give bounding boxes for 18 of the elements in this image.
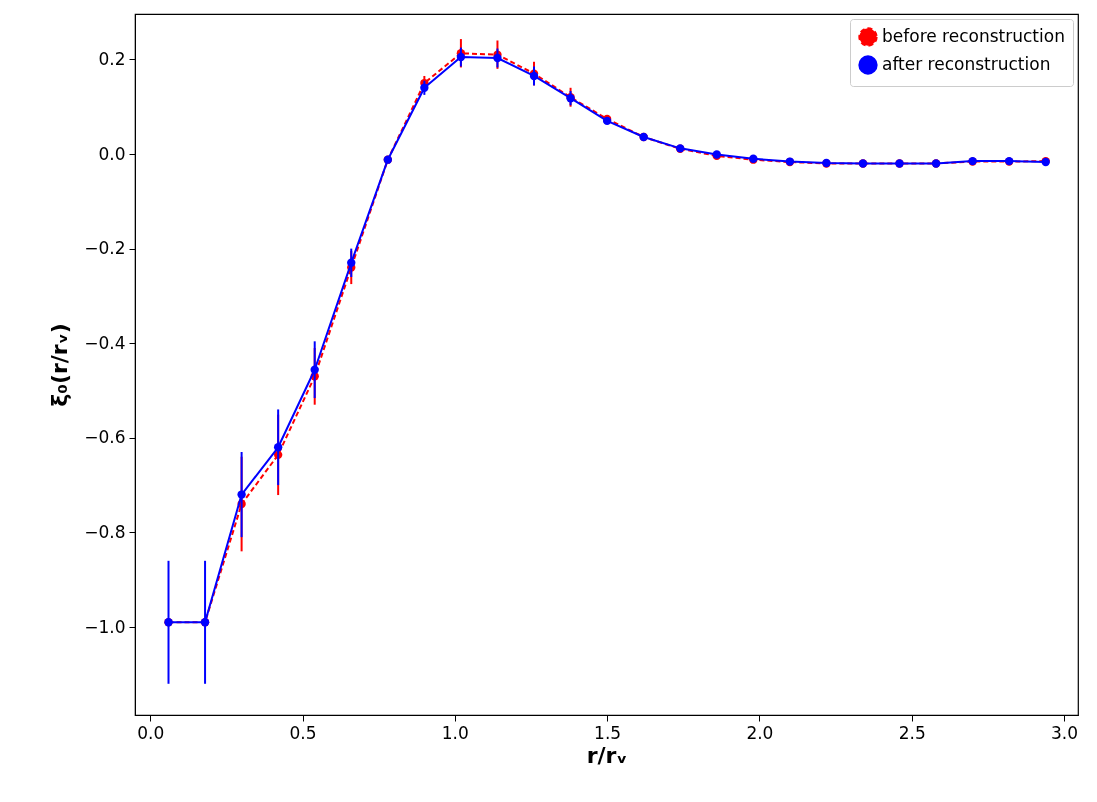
legend-label: after reconstruction	[882, 54, 1051, 74]
y-tick-label: −0.6	[84, 427, 126, 448]
x-tick-label: 2.5	[898, 722, 926, 743]
y-tick-label: 0.0	[98, 143, 126, 164]
x-tick-label: 2.0	[746, 722, 774, 743]
x-tick-label: 1.5	[594, 722, 622, 743]
y-tick-label: −0.2	[84, 238, 126, 259]
y-tick-label: −0.4	[84, 332, 126, 353]
legend-label: before reconstruction	[882, 26, 1065, 46]
x-axis-title: r/rᵥ	[586, 742, 628, 768]
y-axis-title: ξ₀(r/rᵥ)	[47, 323, 73, 407]
y-tick-label: −1.0	[84, 616, 126, 637]
x-tick-label: 1.0	[441, 722, 469, 743]
x-tick-label: 3.0	[1050, 722, 1079, 743]
x-tick-label: 0.0	[137, 722, 165, 743]
y-tick-label: −0.8	[84, 521, 126, 542]
y-tick-label: 0.2	[98, 48, 126, 69]
x-tick-label: 0.5	[289, 722, 317, 743]
